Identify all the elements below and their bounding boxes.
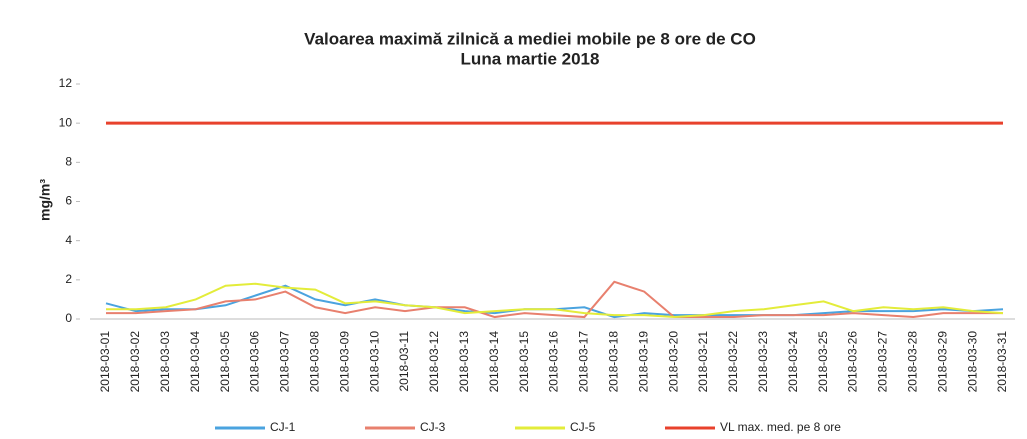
- x-tick-label: 2018-03-21: [696, 331, 710, 393]
- chart-title: Valoarea maximă zilnică a mediei mobile …: [304, 29, 756, 48]
- x-tick-label: 2018-03-11: [397, 331, 411, 392]
- x-tick-label: 2018-03-20: [666, 331, 680, 393]
- x-tick-label: 2018-03-13: [457, 331, 471, 393]
- x-tick-label: 2018-03-06: [248, 331, 262, 393]
- series-line: [106, 282, 1004, 319]
- x-tick-label: 2018-03-23: [756, 331, 770, 393]
- series-line: [106, 280, 1003, 319]
- x-tick-label: 2018-03-05: [218, 331, 232, 393]
- x-tick-label: 2018-03-17: [577, 331, 591, 393]
- x-tick-label: 2018-03-26: [846, 331, 860, 393]
- y-tick-label: 12: [59, 76, 73, 90]
- legend-label: VL max. med. pe 8 ore: [720, 420, 841, 434]
- x-tick-label: 2018-03-03: [158, 331, 172, 393]
- x-tick-label: 2018-03-27: [876, 331, 890, 393]
- x-tick-label: 2018-03-01: [98, 331, 112, 393]
- x-tick-label: 2018-03-24: [786, 331, 800, 393]
- y-tick-label: 6: [65, 194, 72, 208]
- x-tick-label: 2018-03-28: [905, 331, 919, 393]
- x-tick-label: 2018-03-10: [367, 331, 381, 393]
- y-axis-label: mg/m³: [37, 179, 53, 221]
- x-tick-label: 2018-03-02: [128, 331, 142, 393]
- y-tick-label: 10: [59, 115, 73, 129]
- x-tick-label: 2018-03-18: [606, 331, 620, 393]
- x-tick-label: 2018-03-29: [935, 331, 949, 393]
- x-tick-label: 2018-03-31: [995, 331, 1009, 393]
- legend-label: CJ-5: [570, 420, 596, 434]
- x-tick-label: 2018-03-08: [307, 331, 321, 393]
- x-tick-label: 2018-03-25: [816, 331, 830, 393]
- x-tick-label: 2018-03-04: [188, 331, 202, 393]
- x-tick-label: 2018-03-14: [487, 331, 501, 393]
- x-tick-label: 2018-03-15: [517, 331, 531, 393]
- x-tick-label: 2018-03-07: [278, 331, 292, 393]
- legend-label: CJ-3: [420, 420, 446, 434]
- legend-label: CJ-1: [270, 420, 296, 434]
- x-tick-label: 2018-03-30: [965, 331, 979, 393]
- x-tick-label: 2018-03-12: [427, 331, 441, 393]
- chart-subtitle: Luna martie 2018: [461, 49, 600, 68]
- x-tick-label: 2018-03-09: [337, 331, 351, 393]
- x-tick-label: 2018-03-16: [547, 331, 561, 393]
- y-tick-label: 4: [65, 233, 72, 247]
- x-tick-label: 2018-03-22: [726, 331, 740, 393]
- y-tick-label: 0: [65, 311, 72, 325]
- y-tick-label: 8: [65, 155, 72, 169]
- x-tick-label: 2018-03-19: [636, 331, 650, 393]
- y-tick-label: 2: [65, 272, 72, 286]
